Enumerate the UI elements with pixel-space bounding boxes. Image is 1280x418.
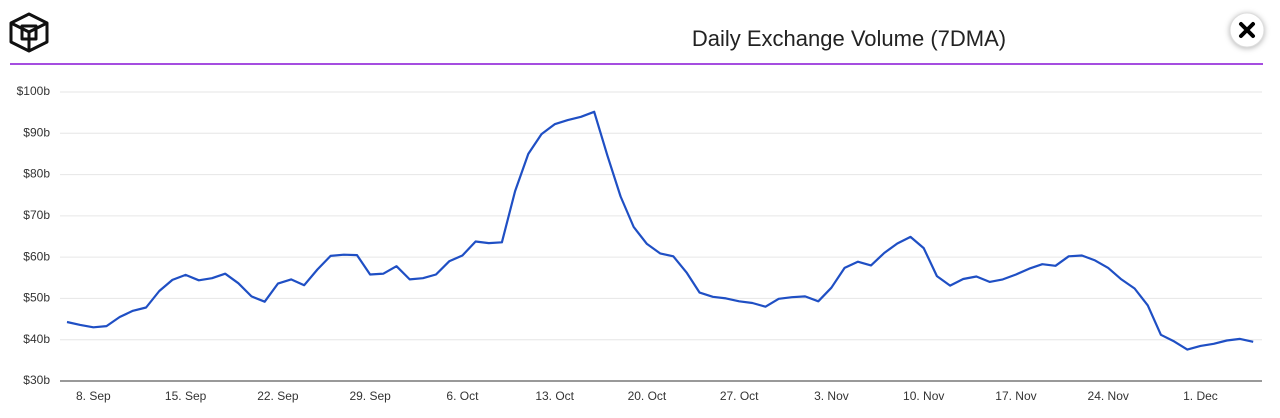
- x-tick-label: 10. Nov: [903, 389, 944, 403]
- y-tick-label: $70b: [23, 208, 50, 222]
- y-tick-label: $100b: [17, 84, 51, 98]
- x-tick-label: 8. Sep: [76, 389, 111, 403]
- y-tick-label: $30b: [23, 373, 50, 387]
- line-series: [66, 110, 1254, 351]
- x-tick-label: 24. Nov: [1088, 389, 1129, 403]
- x-tick-label: 27. Oct: [720, 389, 759, 403]
- x-tick-label: 20. Oct: [628, 389, 667, 403]
- x-tick-label: 15. Sep: [165, 389, 207, 403]
- logo: [9, 12, 49, 53]
- y-tick-label: $50b: [23, 291, 50, 305]
- x-tick-label: 29. Sep: [349, 389, 391, 403]
- y-tick-label: $90b: [23, 125, 50, 139]
- x-tick-label: 3. Nov: [814, 389, 849, 403]
- y-tick-label: $80b: [23, 167, 50, 181]
- chart-title: Daily Exchange Volume (7DMA): [692, 26, 1006, 51]
- x-tick-label: 22. Sep: [257, 389, 299, 403]
- x-tick-label: 1. Dec: [1183, 389, 1218, 403]
- x-tick-label: 13. Oct: [535, 389, 574, 403]
- y-tick-label: $60b: [23, 249, 50, 263]
- y-tick-label: $40b: [23, 332, 50, 346]
- close-button[interactable]: [1229, 12, 1265, 48]
- x-tick-label: 17. Nov: [995, 389, 1036, 403]
- x-tick-label: 6. Oct: [446, 389, 479, 403]
